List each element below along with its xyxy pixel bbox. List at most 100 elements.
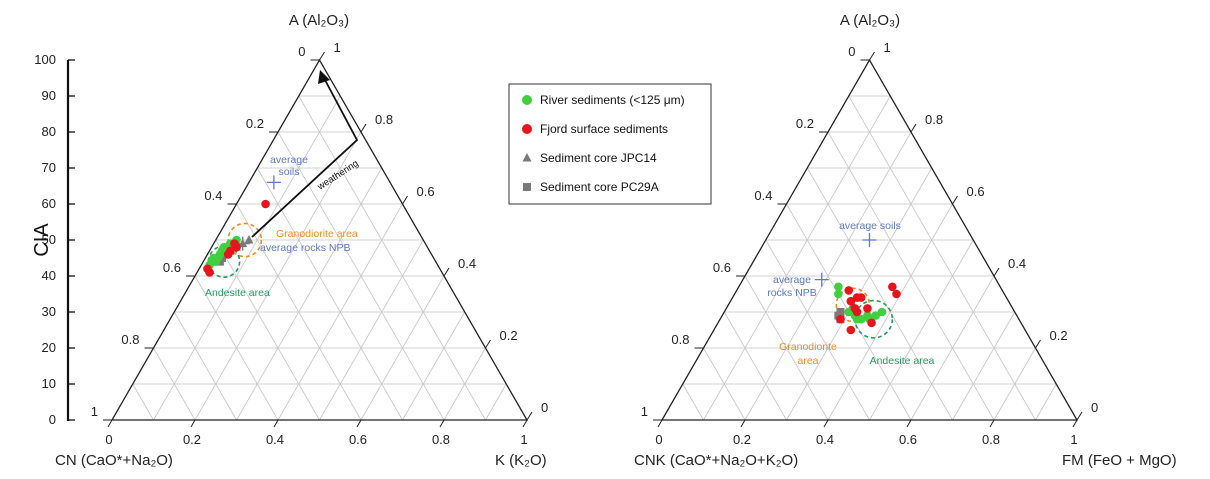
- right-edge-tick: [993, 267, 1000, 277]
- left-edge-tick-label: 0.2: [246, 116, 264, 131]
- bottom-tick: [989, 419, 995, 428]
- cia-axis-label: CIA: [31, 223, 53, 257]
- fjord-sediment-point: [230, 239, 239, 248]
- bottom-tick: [657, 419, 663, 428]
- right-edge-tick-label: 0.6: [417, 184, 435, 199]
- right-edge-tick: [910, 123, 917, 133]
- fjord-sediment-point: [223, 250, 233, 259]
- legend-box: [508, 83, 712, 205]
- left-axis-label-right: CNK (CaO*+Na₂O+K₂O): [634, 452, 798, 469]
- fjord-sediment-point: [867, 318, 876, 328]
- fjord-sediment-point: [863, 304, 872, 313]
- right-edge-tick-label: 1: [334, 40, 341, 55]
- bottom-tick-label: 0.6: [899, 432, 917, 447]
- cia-tick-label: 80: [42, 124, 56, 139]
- right-edge-tick: [360, 123, 367, 133]
- grid-left: [132, 95, 507, 421]
- grid-line: [402, 311, 466, 421]
- legend-label: Sediment core JPC14: [540, 151, 657, 165]
- right-edge-tick-label: 0.8: [375, 112, 393, 127]
- grid-line: [848, 95, 1036, 421]
- river-sediment-point: [844, 307, 854, 317]
- left-edge-tick-label: 0.2: [796, 116, 814, 131]
- river-sediment-point: [871, 311, 881, 320]
- cia-tick-label: 40: [42, 268, 56, 283]
- cia-tick-label: 100: [34, 52, 56, 67]
- right-edge-tick: [485, 339, 491, 349]
- cia-tick-label: 20: [42, 340, 56, 355]
- river-sediment-point: [856, 314, 866, 324]
- jpc14-point: [238, 238, 248, 248]
- bottom-tick: [356, 419, 362, 428]
- bottom-tick: [439, 419, 445, 428]
- jpc14-point: [244, 235, 254, 244]
- grid-line: [153, 95, 341, 421]
- grid-line: [256, 167, 403, 421]
- cia-tick-label: 0: [49, 412, 56, 427]
- grid-line: [806, 167, 953, 421]
- fjord-sediment-point: [846, 296, 856, 306]
- legend-marker: [522, 153, 532, 162]
- fjord-sediment-point: [836, 314, 845, 324]
- legend-label: River sediments (<125 μm): [540, 93, 685, 107]
- bottom-tick-label: 0: [655, 432, 662, 447]
- fjord-sediment-point: [856, 293, 866, 302]
- bottom-tick-label: 0.4: [266, 432, 284, 447]
- legend-marker: [522, 95, 532, 105]
- left-edge-tick-label: 0.4: [754, 188, 772, 203]
- cia-tick-label: 70: [42, 160, 56, 175]
- triangle-frame-right: [660, 58, 1079, 421]
- apex-label-right: A (Al₂O₃): [840, 12, 900, 29]
- left-edge-tick-label: 1: [91, 404, 98, 419]
- legend-label: Fjord surface sediments: [540, 122, 668, 136]
- left-axis-label-left: CN (CaO*+Na₂O): [55, 452, 173, 469]
- grid-line: [194, 275, 279, 421]
- ticks-left: 0 0.2 0.4 0.6 0.8 110.80.60.40.20 10.80.60.40.…: [91, 40, 548, 447]
- fjord-sediment-point: [852, 307, 862, 317]
- bottom-tick: [273, 419, 279, 428]
- left-edge-tick-label: 0: [298, 44, 305, 59]
- left-edge-tick-label: 0.8: [671, 332, 689, 347]
- pc29a-point: [836, 308, 845, 316]
- bottom-tick-label: 1: [520, 432, 527, 447]
- grid-line: [173, 311, 237, 421]
- bottom-tick-label: 0.2: [183, 432, 201, 447]
- right-edge-tick-label: 0.2: [1050, 328, 1068, 343]
- river-sediment-point: [834, 282, 843, 292]
- fjord-sediment-point: [846, 325, 856, 335]
- right-axis-label-right: FM (FeO + MgO): [1062, 452, 1177, 469]
- ternary-right: 0 0.2 0.4 0.6 0.8 110.80.60.40.20 10.80.60.40.…: [634, 12, 1177, 469]
- right-edge-tick-label: 0.4: [1008, 256, 1026, 271]
- cia-tick-label: 50: [42, 232, 56, 247]
- ticks-right: 0 0.2 0.4 0.6 0.8 110.80.60.40.20 10.80.60.40.…: [641, 40, 1098, 447]
- avg-rocks-label-right-2: rocks NPB: [767, 287, 817, 299]
- grid-line: [765, 239, 870, 421]
- bottom-tick-label: 0.6: [349, 432, 367, 447]
- grid-line: [744, 275, 829, 421]
- bottom-tick: [107, 419, 113, 428]
- grid-line: [703, 347, 746, 421]
- grid-line: [1035, 383, 1057, 421]
- fjord-sediment-point: [844, 286, 854, 295]
- river-sediment-point: [877, 307, 887, 317]
- fjord-sediment-point: [892, 289, 901, 299]
- right-edge-tick: [952, 195, 958, 205]
- bottom-tick: [1072, 419, 1078, 428]
- fjord-sediment-point: [888, 282, 897, 292]
- fjord-sediment-point: [261, 199, 270, 209]
- grid-line: [132, 383, 154, 421]
- grid-line: [703, 95, 891, 421]
- grid-line: [153, 347, 196, 421]
- left-edge-tick-label: 0: [848, 44, 855, 59]
- grid-line: [952, 311, 1016, 421]
- reference-cross: [814, 272, 829, 287]
- grid-line: [298, 95, 486, 421]
- grid-right: [682, 95, 1057, 421]
- grid-line: [827, 131, 995, 421]
- grid-line: [723, 311, 787, 421]
- bottom-tick: [522, 419, 528, 428]
- reference-cross: [266, 175, 281, 190]
- grid-line: [236, 167, 383, 421]
- points-right: [834, 282, 901, 335]
